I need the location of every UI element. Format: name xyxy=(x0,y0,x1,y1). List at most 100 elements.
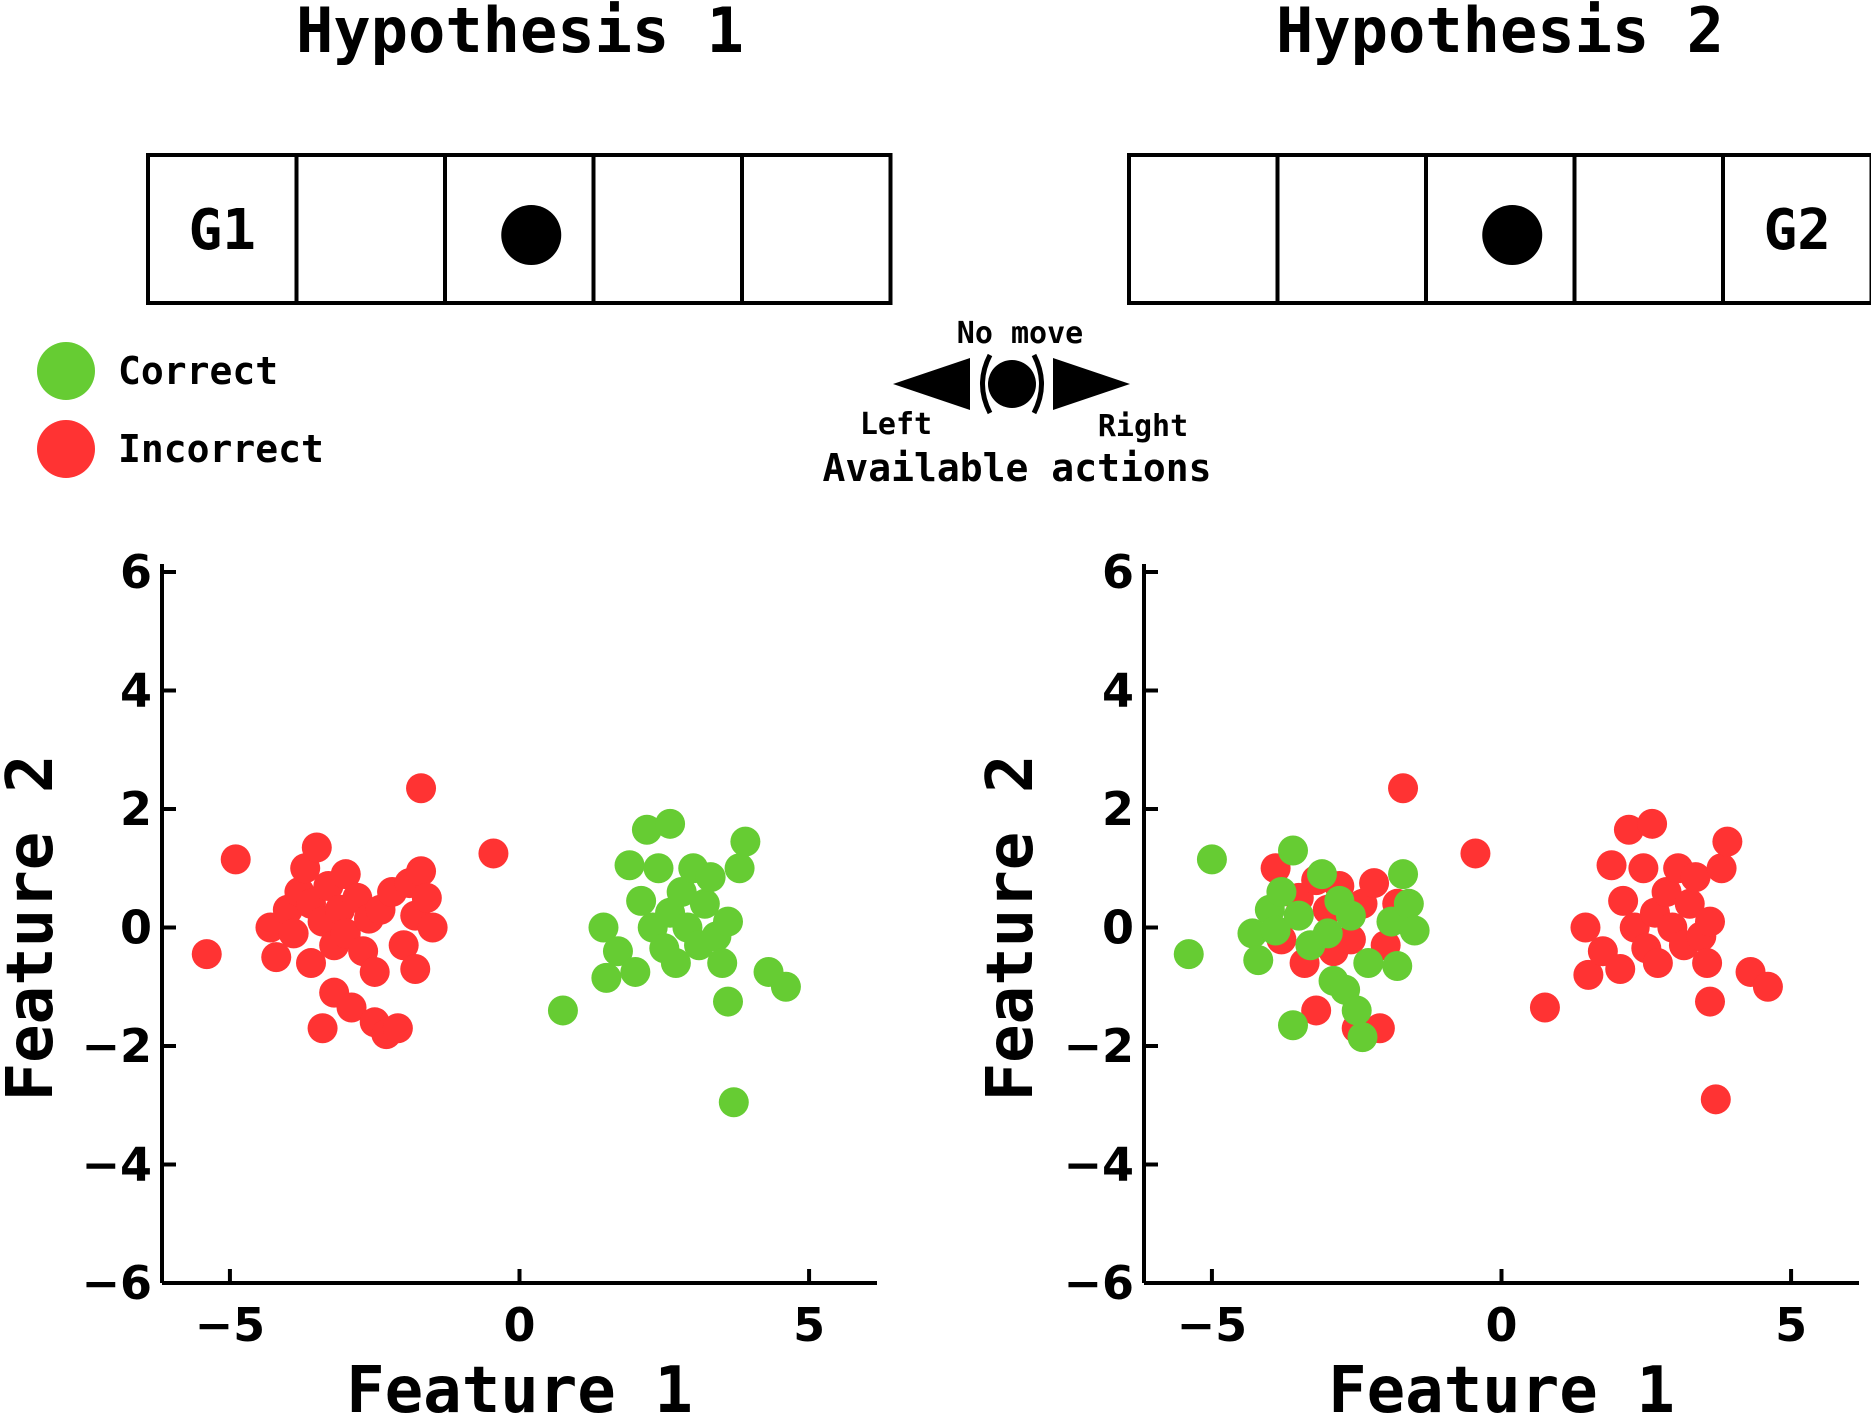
hypothesis-1-title: Hypothesis 1 xyxy=(296,0,744,67)
scatter-point xyxy=(220,844,251,875)
scatter-point xyxy=(1570,912,1601,943)
goal-label: G1 xyxy=(189,198,256,263)
action-no-move-label: No move xyxy=(957,316,1083,351)
scatter-point xyxy=(406,773,437,804)
scatter-point xyxy=(1460,838,1491,869)
y-axis-label: Feature 2 xyxy=(0,755,68,1102)
scatter-point xyxy=(1243,945,1274,976)
y-tick-label: −2 xyxy=(1063,1019,1134,1073)
right-bracket-icon xyxy=(1031,353,1044,415)
scatter-point xyxy=(1335,924,1366,955)
x-tick-label: 0 xyxy=(1485,1298,1517,1352)
scatter-point xyxy=(620,956,651,987)
scatter-point xyxy=(643,853,674,884)
y-tick-label: 0 xyxy=(120,901,152,955)
scatter-point xyxy=(1335,900,1366,931)
right-arrow-icon xyxy=(1053,358,1130,410)
scatter-point xyxy=(1278,1010,1308,1041)
y-axis-label: Feature 2 xyxy=(974,755,1048,1102)
scatter-point xyxy=(1695,906,1725,937)
scatter-point xyxy=(1637,808,1668,839)
scatter-point xyxy=(301,832,332,863)
scatter-point xyxy=(1642,948,1673,979)
scatter-plot-hypothesis-1: 6 4 2 0 −2 −4 −6 −5 0 5 Feature 1 Feature 2 xyxy=(0,545,877,1424)
scatter-point xyxy=(626,885,657,916)
scatter-point xyxy=(655,808,686,839)
scatter-point xyxy=(730,826,761,857)
scatter-point xyxy=(1237,918,1268,949)
scatter-point xyxy=(1692,948,1723,979)
y-tick-label: −6 xyxy=(1063,1256,1134,1310)
legend-correct-label: Correct xyxy=(118,349,278,393)
x-axis-label: Feature 1 xyxy=(1328,1354,1675,1424)
scatter-point xyxy=(770,971,801,1002)
scatter-point xyxy=(588,912,619,943)
scatter-point xyxy=(713,986,743,1017)
y-tick-label: −6 xyxy=(81,1256,152,1310)
scatter-point xyxy=(1399,915,1430,946)
action-right-label: Right xyxy=(1098,409,1188,444)
scatter-point xyxy=(1613,814,1644,845)
x-axis-label: Feature 1 xyxy=(346,1354,693,1424)
scatter-point xyxy=(1628,853,1659,884)
scatter-point xyxy=(547,995,578,1026)
scatter-point xyxy=(359,956,390,987)
left-arrow-icon xyxy=(893,358,970,410)
scatter-point xyxy=(718,1087,749,1118)
scatter-point xyxy=(1596,850,1627,881)
available-actions: No move Left Right Available actions xyxy=(823,316,1212,490)
y-tick-label: −4 xyxy=(1063,1138,1134,1192)
action-left-label: Left xyxy=(860,407,932,442)
scatter-point xyxy=(689,888,720,919)
grid-cell xyxy=(740,153,893,305)
scatter-point xyxy=(406,856,437,887)
scatter-point xyxy=(400,953,431,984)
scatter-point xyxy=(1359,868,1390,899)
scatter-point xyxy=(278,918,309,949)
scatter-point xyxy=(1312,918,1343,949)
grid-cell xyxy=(591,153,744,305)
scatter-point xyxy=(336,992,367,1023)
legend-incorrect-marker xyxy=(37,420,95,478)
scatter-point xyxy=(1605,953,1636,984)
legend-incorrect-label: Incorrect xyxy=(118,427,324,471)
y-tick-label: −4 xyxy=(81,1138,152,1192)
scatter-point xyxy=(1706,853,1737,884)
scatter-point xyxy=(713,906,743,937)
scatter-point xyxy=(1388,859,1419,890)
scatter-point xyxy=(1347,1022,1378,1053)
x-tick-label: −5 xyxy=(1177,1298,1248,1352)
scatter-point xyxy=(1651,876,1682,907)
scatter-point xyxy=(707,948,738,979)
scatter-point xyxy=(1695,986,1725,1017)
scatter-point xyxy=(411,882,442,913)
scatter-point xyxy=(1674,888,1705,919)
y-tick-label: 2 xyxy=(1102,782,1134,836)
scatter-point xyxy=(1393,888,1424,919)
scatter-point xyxy=(382,1013,413,1044)
scatter-point xyxy=(614,850,645,881)
grid-cell xyxy=(1275,153,1428,305)
grid-cell xyxy=(1127,153,1280,305)
scatter-point xyxy=(296,948,326,979)
scatter-point xyxy=(1608,885,1639,916)
legend-correct-marker xyxy=(37,342,95,400)
grid-cell xyxy=(1721,153,1871,305)
scatter-point xyxy=(388,930,419,961)
x-tick-label: −5 xyxy=(195,1298,266,1352)
scatter-point xyxy=(1353,948,1384,979)
scatter-point xyxy=(591,962,622,993)
scatter-point xyxy=(660,948,691,979)
goal-label: G2 xyxy=(1764,198,1831,263)
scatter-point xyxy=(1388,773,1419,804)
scatter-point xyxy=(602,936,633,967)
y-tick-label: 0 xyxy=(1102,901,1134,955)
scatter-point xyxy=(1260,915,1291,946)
scatter-point xyxy=(417,912,448,943)
gridworld-hypothesis-1: G1 xyxy=(146,153,893,305)
scatter-point xyxy=(1266,876,1297,907)
x-tick-label: 0 xyxy=(503,1298,535,1352)
hypothesis-2-title: Hypothesis 2 xyxy=(1276,0,1724,67)
scatter-point xyxy=(666,876,697,907)
